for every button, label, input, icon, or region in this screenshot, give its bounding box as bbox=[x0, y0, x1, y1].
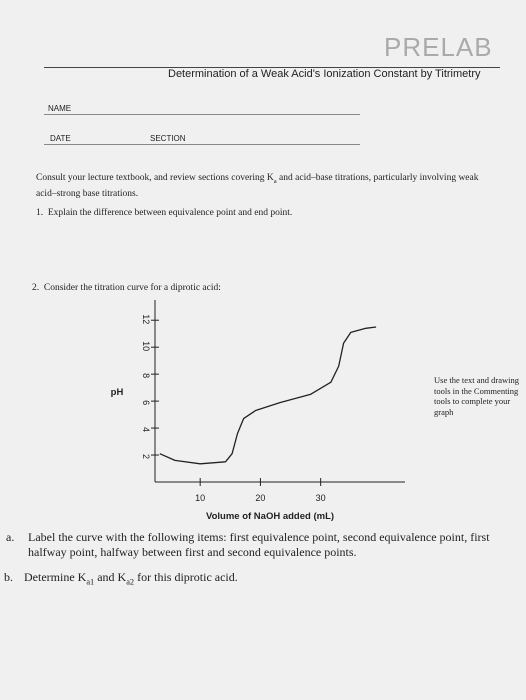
y-tick-label: 6 bbox=[141, 400, 151, 405]
x-axis-label: Volume of NaOH added (mL) bbox=[206, 511, 334, 522]
question: a. Label the curve with the following ite… bbox=[6, 530, 516, 560]
rule bbox=[44, 67, 500, 68]
text: Consult your lecture textbook, and revie… bbox=[36, 173, 274, 183]
side-note: Use the text and drawing tools in the Co… bbox=[434, 375, 519, 417]
text: Determine K bbox=[24, 570, 87, 584]
subscript: a bbox=[273, 177, 277, 185]
y-tick-label: 4 bbox=[141, 427, 151, 432]
title: PRELAB bbox=[384, 32, 493, 62]
question: 1. Explain the difference between equiva… bbox=[36, 208, 292, 218]
y-tick-label: 2 bbox=[141, 454, 151, 459]
x-tick-label: 10 bbox=[195, 493, 205, 503]
subscript: a2 bbox=[126, 577, 135, 587]
y-tick-label: 12 bbox=[141, 314, 151, 324]
rule bbox=[44, 144, 360, 145]
y-tick-label: 10 bbox=[141, 341, 151, 351]
y-tick-label: 8 bbox=[141, 373, 151, 378]
text: and K bbox=[94, 570, 127, 584]
x-tick-label: 20 bbox=[255, 493, 265, 503]
text: Consider the titration curve for a dipro… bbox=[43, 283, 221, 293]
text: and acid–base titrations, particularly i… bbox=[36, 173, 479, 199]
y-axis-label: pH bbox=[111, 387, 124, 398]
number: 1. bbox=[36, 208, 44, 218]
number: 2. bbox=[32, 283, 40, 293]
x-tick-label: 30 bbox=[316, 493, 326, 503]
question: b. Determine Ka1 and Ka2 for this diproti… bbox=[4, 570, 238, 586]
subtitle: Determination of a Weak Acid's Ionizatio… bbox=[168, 68, 481, 80]
curve bbox=[159, 326, 377, 465]
rule bbox=[44, 114, 360, 115]
text: Explain the difference between equivalen… bbox=[47, 208, 293, 218]
question: 2. Consider the titration curve for a di… bbox=[32, 283, 221, 293]
subscript: a1 bbox=[86, 577, 95, 587]
field-label: DATE bbox=[50, 134, 71, 143]
letter: a. bbox=[6, 530, 15, 544]
letter: b. bbox=[4, 570, 13, 584]
field-label: SECTION bbox=[150, 134, 186, 143]
intro: Consult your lecture textbook, and revie… bbox=[36, 172, 486, 200]
field-label: NAME bbox=[48, 104, 72, 113]
text: Label the curve with the following items… bbox=[28, 530, 490, 559]
text: for this diprotic acid. bbox=[134, 570, 238, 584]
